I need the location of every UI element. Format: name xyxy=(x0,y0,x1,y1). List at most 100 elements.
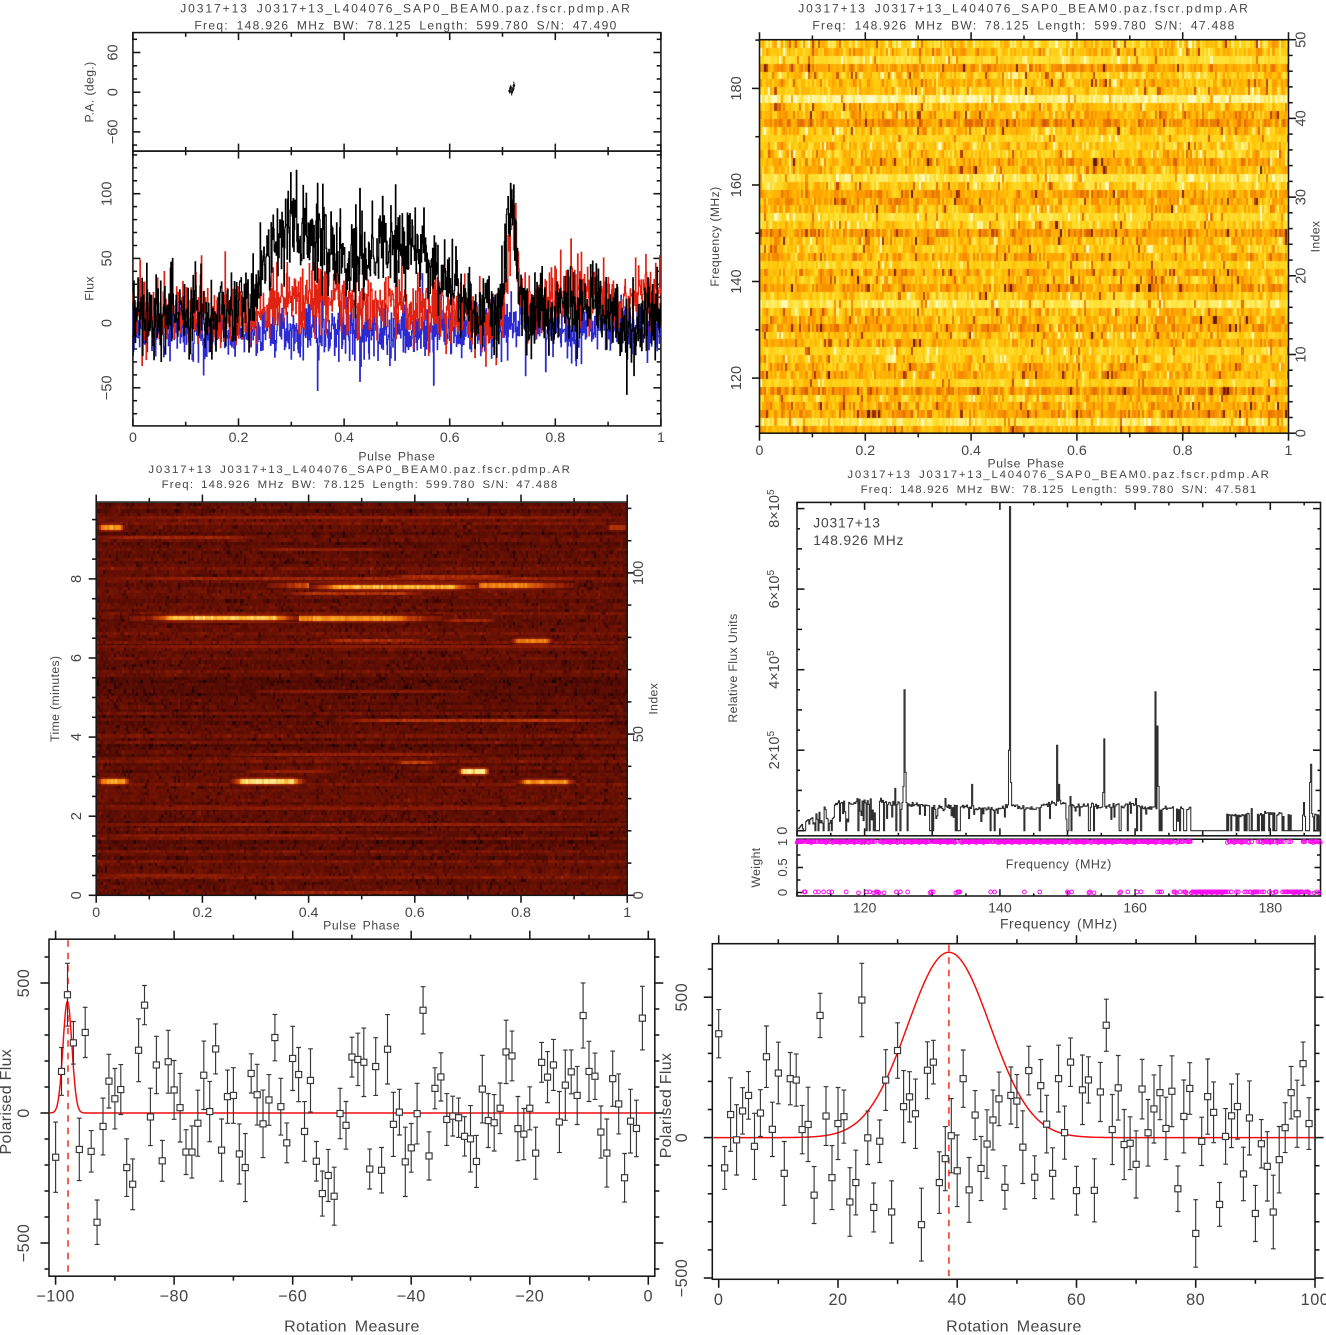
svg-text:0.6: 0.6 xyxy=(1067,443,1087,459)
svg-text:0.8: 0.8 xyxy=(1173,443,1193,459)
svg-text:0.6: 0.6 xyxy=(440,430,460,446)
svg-text:100: 100 xyxy=(1301,1291,1326,1309)
svg-text:160: 160 xyxy=(729,173,745,197)
svg-text:500: 500 xyxy=(15,969,33,998)
svg-text:80: 80 xyxy=(1186,1291,1205,1309)
svg-text:40: 40 xyxy=(1294,110,1310,126)
svg-text:Frequency (MHz): Frequency (MHz) xyxy=(1000,915,1118,931)
svg-text:0.2: 0.2 xyxy=(229,430,249,446)
svg-text:20: 20 xyxy=(828,1291,847,1309)
svg-text:Index: Index xyxy=(647,683,661,715)
svg-text:Pulse Phase: Pulse Phase xyxy=(987,457,1064,471)
svg-text:120: 120 xyxy=(853,901,877,917)
svg-text:Flux: Flux xyxy=(83,276,97,301)
svg-text:4: 4 xyxy=(69,733,85,741)
svg-text:0: 0 xyxy=(631,891,647,899)
svg-text:0: 0 xyxy=(100,319,116,327)
svg-text:60: 60 xyxy=(1067,1291,1086,1309)
svg-text:1: 1 xyxy=(657,430,665,446)
svg-text:−20: −20 xyxy=(515,1288,544,1306)
svg-text:0.4: 0.4 xyxy=(334,430,354,446)
svg-text:20: 20 xyxy=(1294,268,1310,284)
svg-text:160: 160 xyxy=(1123,901,1147,917)
svg-text:−50: −50 xyxy=(100,375,116,400)
svg-text:−60: −60 xyxy=(278,1288,307,1306)
svg-text:8: 8 xyxy=(69,575,85,583)
svg-text:500: 500 xyxy=(673,983,691,1012)
svg-text:0: 0 xyxy=(644,1288,654,1306)
svg-text:140: 140 xyxy=(988,901,1012,917)
svg-text:50: 50 xyxy=(631,726,647,742)
svg-text:140: 140 xyxy=(729,269,745,293)
svg-text:0.5: 0.5 xyxy=(775,858,790,876)
svg-text:J0317+13: J0317+13 xyxy=(813,516,880,531)
svg-text:−80: −80 xyxy=(160,1288,189,1306)
svg-text:Freq: 148.926 MHz BW: 78.125 L: Freq: 148.926 MHz BW: 78.125 Length: 599… xyxy=(194,19,617,33)
svg-text:60: 60 xyxy=(106,44,122,60)
svg-text:8×105: 8×105 xyxy=(766,489,783,528)
svg-text:0: 0 xyxy=(129,430,137,446)
svg-text:Rotation Measure: Rotation Measure xyxy=(946,1319,1082,1335)
svg-text:2: 2 xyxy=(69,812,85,820)
svg-text:0.6: 0.6 xyxy=(405,905,425,921)
svg-text:−60: −60 xyxy=(106,120,122,145)
svg-text:0: 0 xyxy=(756,443,764,459)
svg-text:Freq: 148.926 MHz BW: 78.125 L: Freq: 148.926 MHz BW: 78.125 Length: 599… xyxy=(861,484,1258,496)
svg-text:Polarised Flux: Polarised Flux xyxy=(658,1053,675,1159)
svg-text:0.2: 0.2 xyxy=(855,443,875,459)
svg-text:6: 6 xyxy=(69,654,85,662)
svg-text:100: 100 xyxy=(100,182,116,206)
svg-text:−100: −100 xyxy=(36,1288,75,1306)
svg-text:J0317+13 J0317+13_L404076_SAP0: J0317+13 J0317+13_L404076_SAP0_BEAM0.paz… xyxy=(148,464,571,476)
svg-text:Frequency (MHz): Frequency (MHz) xyxy=(708,186,722,286)
svg-text:50: 50 xyxy=(100,250,116,266)
svg-text:0: 0 xyxy=(92,905,100,921)
svg-text:0: 0 xyxy=(69,891,85,899)
svg-text:Freq: 148.926 MHz BW: 78.125 L: Freq: 148.926 MHz BW: 78.125 Length: 599… xyxy=(162,479,559,491)
svg-text:40: 40 xyxy=(948,1291,967,1309)
svg-text:4×105: 4×105 xyxy=(766,650,783,689)
svg-text:Rotation Measure: Rotation Measure xyxy=(284,1319,420,1335)
svg-text:Pulse Phase: Pulse Phase xyxy=(358,450,435,464)
svg-text:J0317+13 J0317+13_L404076_SAP0: J0317+13 J0317+13_L404076_SAP0_BEAM0.paz… xyxy=(180,2,632,16)
svg-text:0: 0 xyxy=(106,88,122,96)
svg-text:1: 1 xyxy=(775,839,790,846)
svg-text:1: 1 xyxy=(623,905,631,921)
svg-text:180: 180 xyxy=(729,76,745,100)
svg-text:180: 180 xyxy=(1258,901,1282,917)
svg-text:P.A. (deg.): P.A. (deg.) xyxy=(83,61,97,122)
svg-text:J0317+13 J0317+13_L404076_SAP0: J0317+13 J0317+13_L404076_SAP0_BEAM0.paz… xyxy=(847,469,1270,481)
svg-text:120: 120 xyxy=(729,366,745,390)
svg-text:6×105: 6×105 xyxy=(766,569,783,608)
svg-text:Weight: Weight xyxy=(749,847,763,887)
svg-text:0.8: 0.8 xyxy=(545,430,565,446)
svg-text:Frequency (MHz): Frequency (MHz) xyxy=(1006,858,1112,872)
svg-text:0: 0 xyxy=(15,1108,33,1118)
svg-text:Freq: 148.926 MHz BW: 78.125 L: Freq: 148.926 MHz BW: 78.125 Length: 599… xyxy=(812,19,1235,33)
svg-text:0.4: 0.4 xyxy=(961,443,981,459)
svg-text:0: 0 xyxy=(775,827,791,835)
svg-text:0: 0 xyxy=(714,1291,724,1309)
svg-text:10: 10 xyxy=(1294,346,1310,362)
svg-text:Relative Flux Units: Relative Flux Units xyxy=(726,613,740,722)
svg-text:50: 50 xyxy=(1294,32,1310,48)
svg-text:0: 0 xyxy=(1294,429,1310,437)
svg-text:0: 0 xyxy=(673,1133,691,1143)
svg-text:100: 100 xyxy=(631,561,647,585)
svg-text:Pulse Phase: Pulse Phase xyxy=(323,919,400,933)
svg-text:0.4: 0.4 xyxy=(299,905,319,921)
svg-text:Polarised Flux: Polarised Flux xyxy=(0,1049,15,1155)
svg-text:J0317+13 J0317+13_L404076_SAP0: J0317+13 J0317+13_L404076_SAP0_BEAM0.paz… xyxy=(798,2,1250,16)
svg-text:1: 1 xyxy=(1285,443,1293,459)
svg-text:Time (minutes): Time (minutes) xyxy=(48,655,62,741)
svg-text:2×105: 2×105 xyxy=(766,731,783,770)
svg-text:Index: Index xyxy=(1309,221,1323,253)
svg-text:30: 30 xyxy=(1294,189,1310,205)
svg-text:148.926 MHz: 148.926 MHz xyxy=(813,533,904,548)
svg-text:−40: −40 xyxy=(397,1288,426,1306)
svg-text:0: 0 xyxy=(775,889,790,896)
svg-text:0.8: 0.8 xyxy=(511,905,531,921)
svg-text:0.2: 0.2 xyxy=(193,905,213,921)
svg-text:−500: −500 xyxy=(673,1259,691,1298)
svg-text:−500: −500 xyxy=(15,1224,33,1263)
